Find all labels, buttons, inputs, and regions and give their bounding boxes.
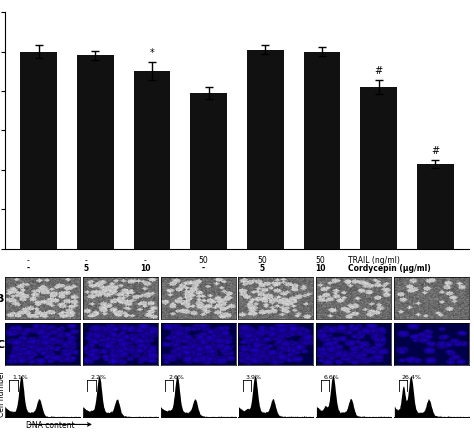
Y-axis label: Cell number: Cell number xyxy=(0,370,7,416)
Text: #: # xyxy=(374,66,383,76)
Y-axis label: B: B xyxy=(0,293,5,303)
Text: 50: 50 xyxy=(199,256,209,264)
Bar xyxy=(360,88,397,249)
Text: 26.4%: 26.4% xyxy=(402,374,422,379)
Text: 10: 10 xyxy=(140,264,150,273)
Text: 2.2%: 2.2% xyxy=(90,374,106,379)
Bar xyxy=(417,164,454,249)
Text: 3.9%: 3.9% xyxy=(246,374,262,379)
Text: TRAIL (ng/ml): TRAIL (ng/ml) xyxy=(348,256,401,264)
Bar xyxy=(247,50,284,249)
Text: 5: 5 xyxy=(84,264,89,273)
Text: 50: 50 xyxy=(316,256,326,264)
Text: 2.6%: 2.6% xyxy=(168,374,184,379)
Bar xyxy=(20,53,57,249)
Text: -: - xyxy=(27,264,29,273)
Bar xyxy=(134,72,171,249)
Text: 5: 5 xyxy=(260,264,264,273)
Text: 50: 50 xyxy=(257,256,267,264)
Bar xyxy=(190,94,227,249)
Text: DNA content: DNA content xyxy=(26,420,75,429)
Text: -: - xyxy=(144,256,146,264)
Bar xyxy=(303,53,340,249)
Bar xyxy=(77,56,114,249)
Text: -: - xyxy=(27,256,29,264)
Text: -: - xyxy=(85,256,88,264)
Text: Cordycepin (μg/ml): Cordycepin (μg/ml) xyxy=(348,264,431,273)
Y-axis label: C: C xyxy=(0,339,5,349)
Text: 6.6%: 6.6% xyxy=(324,374,340,379)
Text: 10: 10 xyxy=(315,264,326,273)
Text: 1.1%: 1.1% xyxy=(12,374,28,379)
Text: #: # xyxy=(431,146,439,156)
Text: -: - xyxy=(202,264,205,273)
Text: *: * xyxy=(150,48,155,58)
